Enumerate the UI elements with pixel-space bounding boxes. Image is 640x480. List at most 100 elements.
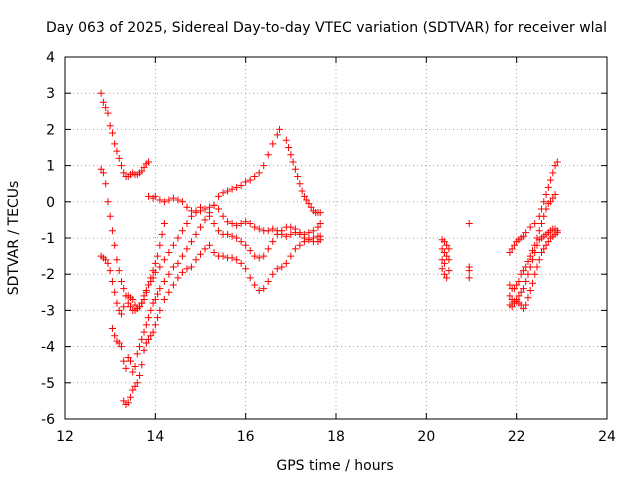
data-point (296, 241, 304, 249)
data-point (131, 363, 139, 371)
data-point (438, 245, 446, 253)
data-point (149, 328, 157, 336)
data-point (124, 353, 132, 361)
data-point (147, 277, 155, 285)
data-point (183, 220, 191, 228)
data-point (314, 223, 322, 231)
data-point (445, 256, 453, 264)
data-point (120, 303, 128, 311)
data-point (528, 279, 536, 287)
data-point (538, 220, 546, 228)
data-point (174, 196, 182, 204)
data-point (151, 321, 159, 329)
data-point (242, 265, 250, 273)
data-point (260, 162, 268, 170)
data-point (142, 321, 150, 329)
data-point (156, 263, 164, 271)
data-point (517, 288, 525, 296)
data-point (131, 382, 139, 390)
data-point (526, 263, 534, 271)
data-point (228, 232, 236, 240)
data-point (165, 288, 173, 296)
series-track-e (120, 236, 324, 409)
data-point (158, 230, 166, 238)
data-point (287, 230, 295, 238)
data-point (160, 198, 168, 206)
data-point (126, 393, 134, 401)
grid (65, 57, 607, 419)
data-point (540, 198, 548, 206)
data-point (169, 263, 177, 271)
data-point (291, 165, 299, 173)
data-point (145, 314, 153, 322)
data-point (136, 343, 144, 351)
data-point (316, 220, 324, 228)
data-point (151, 192, 159, 200)
data-point (531, 248, 539, 256)
data-point (183, 245, 191, 253)
data-point (287, 252, 295, 260)
series-track-g (282, 136, 324, 217)
data-point (549, 169, 557, 177)
data-point (544, 238, 552, 246)
data-point (535, 256, 543, 264)
data-point (260, 285, 268, 293)
data-point (117, 277, 125, 285)
data-point (160, 277, 168, 285)
data-point (140, 346, 148, 354)
y-axis-label: SDTVAR / TECUs (6, 181, 22, 296)
data-point (465, 220, 473, 228)
data-point (99, 98, 107, 106)
x-tick-label: 22 (508, 429, 526, 445)
y-tick-label: -2 (41, 267, 55, 283)
data-point (553, 158, 561, 166)
data-point (228, 185, 236, 193)
data-point (187, 238, 195, 246)
x-tick-label: 20 (417, 429, 435, 445)
y-tick-label: 3 (46, 86, 55, 102)
data-point (300, 192, 308, 200)
data-point (201, 245, 209, 253)
data-point (178, 198, 186, 206)
data-point (465, 267, 473, 275)
data-point (522, 229, 530, 237)
x-axis-label: GPS time / hours (276, 458, 393, 474)
data-point (269, 270, 277, 278)
plot-frame (64, 56, 608, 420)
data-point (126, 303, 134, 311)
data-point (553, 229, 561, 237)
data-point (298, 187, 306, 195)
data-point (440, 238, 448, 246)
data-point (165, 270, 173, 278)
data-point (533, 241, 541, 249)
y-tick-label: -3 (41, 303, 55, 319)
data-point (106, 212, 114, 220)
data-point (251, 172, 259, 180)
data-point (524, 258, 532, 266)
data-point (300, 234, 308, 242)
data-point (156, 285, 164, 293)
data-point (129, 296, 137, 304)
data-point (124, 399, 132, 407)
data-point (129, 386, 137, 394)
data-point (303, 196, 311, 204)
data-point (246, 176, 254, 184)
series-track-d (108, 125, 284, 376)
data-point (169, 241, 177, 249)
data-point (540, 212, 548, 220)
data-point (165, 196, 173, 204)
data-point (215, 227, 223, 235)
data-point (269, 225, 277, 233)
data-point (264, 277, 272, 285)
data-point (282, 232, 290, 240)
data-point (210, 220, 218, 228)
data-point (519, 267, 527, 275)
data-point (115, 154, 123, 162)
data-point (538, 248, 546, 256)
data-point (255, 254, 263, 262)
data-point (526, 252, 534, 260)
data-point (138, 361, 146, 369)
data-point (260, 252, 268, 260)
data-point (544, 183, 552, 191)
